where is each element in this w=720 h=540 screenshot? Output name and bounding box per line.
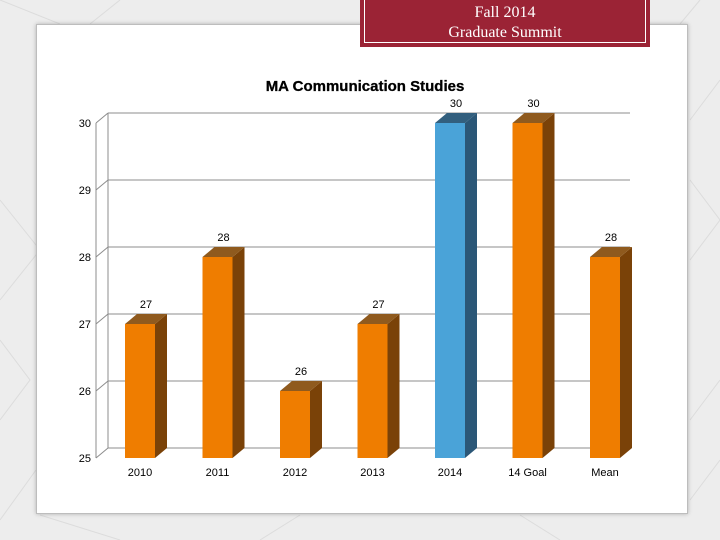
bar-front xyxy=(202,257,233,458)
banner-line-1: Fall 2014 xyxy=(474,4,536,21)
gridline-depth xyxy=(95,112,109,124)
banner-line-2: Graduate Summit xyxy=(448,24,562,41)
bar xyxy=(125,314,167,458)
bar xyxy=(590,247,632,458)
bar-top xyxy=(202,247,245,257)
x-tick-label: 2011 xyxy=(206,467,230,479)
bar-side xyxy=(542,113,555,458)
bar xyxy=(512,113,555,458)
y-tick-label: 29 xyxy=(79,185,91,197)
floor-depth-edge xyxy=(95,447,109,459)
y-tick-label: 26 xyxy=(79,386,91,398)
y-tick-label: 25 xyxy=(79,453,91,465)
data-label: 27 xyxy=(140,299,152,311)
bar xyxy=(202,247,245,458)
bar-side xyxy=(387,314,400,458)
bar-side xyxy=(620,247,632,458)
bar-side xyxy=(310,381,322,458)
data-label: 30 xyxy=(527,98,539,110)
summit-banner: Fall 2014 Graduate Summit xyxy=(360,0,650,47)
bars xyxy=(125,113,632,458)
bar-top xyxy=(512,113,555,123)
gridline-depth xyxy=(95,246,109,258)
labels: 25 26 27 28 29 30 27 2010 28 2011 26 2012 27 2013 30 20… xyxy=(79,98,619,479)
x-tick-label: 2013 xyxy=(360,467,384,479)
bar-top xyxy=(280,381,322,391)
bar-front xyxy=(512,123,543,458)
x-tick-label: 2012 xyxy=(283,467,307,479)
bar-front xyxy=(435,123,465,458)
bar-top xyxy=(357,314,400,324)
gridline-depth xyxy=(95,179,109,191)
y-tick-label: 30 xyxy=(79,118,91,130)
bar-front xyxy=(357,324,388,458)
bar-top xyxy=(590,247,632,257)
bar xyxy=(435,113,477,458)
x-tick-label: Mean xyxy=(591,467,619,479)
x-tick-label: 14 Goal xyxy=(508,467,547,479)
y-tick-label: 28 xyxy=(79,252,91,264)
bar-top xyxy=(435,113,477,123)
chart-title: MA Communication Studies xyxy=(266,78,465,95)
bar xyxy=(357,314,400,458)
gridline-depth xyxy=(95,313,109,325)
data-label: 28 xyxy=(605,232,617,244)
bar-front xyxy=(590,257,620,458)
bar-front xyxy=(125,324,155,458)
bar-side xyxy=(232,247,245,458)
gridline-depth xyxy=(95,380,109,392)
data-label: 27 xyxy=(372,299,384,311)
bar-side xyxy=(155,314,167,458)
x-tick-label: 2014 xyxy=(438,467,462,479)
bar-front xyxy=(280,391,310,458)
bar xyxy=(280,381,322,458)
y-tick-label: 27 xyxy=(79,319,91,331)
bar-top xyxy=(125,314,167,324)
data-label: 28 xyxy=(217,232,229,244)
data-label: 30 xyxy=(450,98,462,110)
x-tick-label: 2010 xyxy=(128,467,152,479)
bar-side xyxy=(465,113,477,458)
data-label: 26 xyxy=(295,366,307,378)
